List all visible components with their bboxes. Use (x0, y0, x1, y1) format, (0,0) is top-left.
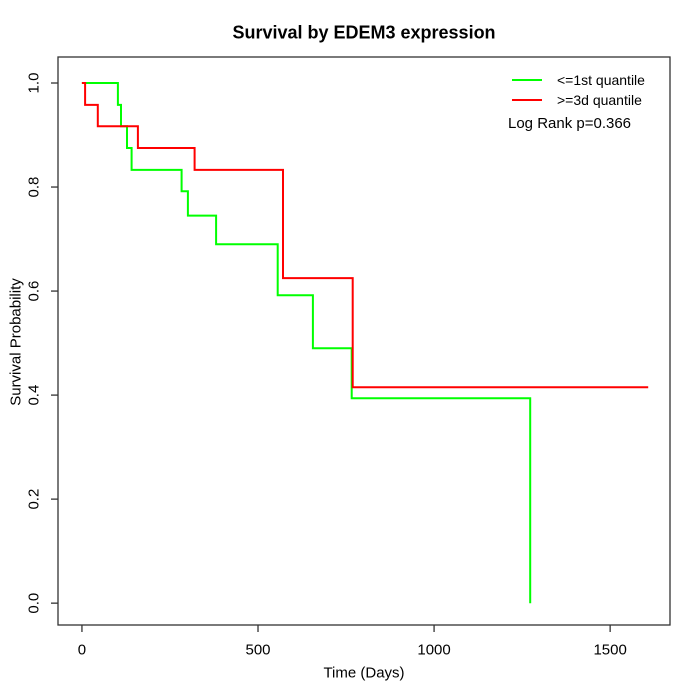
y-tick-label: 0.4 (26, 385, 43, 406)
y-tick-label: 0.8 (26, 177, 43, 198)
plot-box (57, 56, 671, 626)
y-axis-label: Survival Probability (7, 278, 25, 406)
log-rank-pvalue: Log Rank p=0.366 (508, 115, 632, 132)
legend-label-first-quantile: <=1st quantile (557, 72, 645, 88)
y-tick-label: 0.0 (26, 593, 43, 614)
y-tick-label: 0.2 (26, 489, 43, 510)
legend-item-third-quantile: >=3d quantile (512, 90, 645, 110)
legend-item-first-quantile: <=1st quantile (512, 70, 645, 90)
survival-curve-third-quantile (81, 82, 649, 389)
x-tick-label: 1500 (593, 642, 626, 659)
x-tick-label: 0 (78, 642, 86, 659)
x-tick-label: 500 (245, 642, 270, 659)
chart-title: Survival by EDEM3 expression (232, 22, 496, 43)
y-tick-label: 1.0 (26, 73, 43, 94)
survival-curve-first-quantile (81, 82, 532, 604)
legend-line-green (512, 79, 542, 81)
y-tick-label: 0.6 (26, 281, 43, 302)
legend-line-red (512, 99, 542, 101)
x-axis-label: Time (Days) (323, 664, 405, 682)
legend: <=1st quantile >=3d quantile (512, 70, 645, 110)
legend-label-third-quantile: >=3d quantile (557, 92, 642, 108)
x-tick-label: 1000 (417, 642, 450, 659)
